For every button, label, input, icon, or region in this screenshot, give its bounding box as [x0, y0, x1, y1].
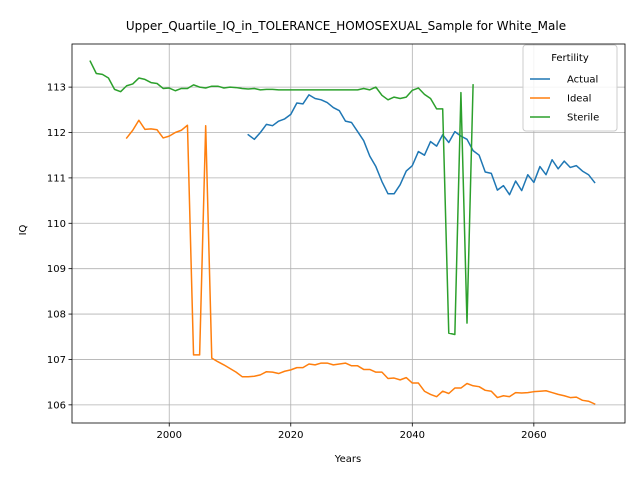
plot-frame: [71, 43, 626, 424]
legend-label-ideal: Ideal: [567, 94, 591, 105]
y-axis-title: IQ: [18, 224, 29, 235]
plot-series: [89, 60, 596, 405]
legend-label-actual: Actual: [567, 75, 598, 86]
y-tick-label: 113: [47, 83, 66, 94]
y-tick-label: 107: [47, 355, 66, 366]
x-tick-label: 2020: [278, 430, 303, 441]
legend-title: Fertility: [551, 53, 589, 64]
y-axis: 106 107 108 109 110 111 112 113: [47, 83, 72, 411]
x-tick-label: 2040: [400, 430, 425, 441]
chart-title: Upper_Quartile_IQ_in_TOLERANCE_HOMOSEXUA…: [126, 19, 566, 33]
y-tick-label: 106: [47, 400, 66, 411]
series-line-ideal: [125, 119, 596, 405]
y-tick-label: 111: [47, 173, 66, 184]
x-axis: 2000 2020 2040 2060: [157, 423, 547, 441]
series-line-actual: [247, 94, 596, 196]
legend-label-sterile: Sterile: [567, 113, 599, 124]
y-tick-label: 109: [47, 264, 66, 275]
x-tick-label: 2000: [157, 430, 182, 441]
series-line-sterile: [89, 60, 474, 336]
y-tick-label: 110: [47, 219, 66, 230]
x-axis-title: Years: [334, 454, 361, 465]
legend-box: [522, 44, 618, 132]
legend: Fertility Actual Ideal Sterile: [522, 44, 618, 132]
legend-items: Actual Ideal Sterile: [530, 75, 599, 124]
y-tick-label: 108: [47, 310, 66, 321]
grid-lines: [72, 44, 625, 423]
y-tick-label: 112: [47, 128, 66, 139]
x-tick-label: 2060: [521, 430, 546, 441]
